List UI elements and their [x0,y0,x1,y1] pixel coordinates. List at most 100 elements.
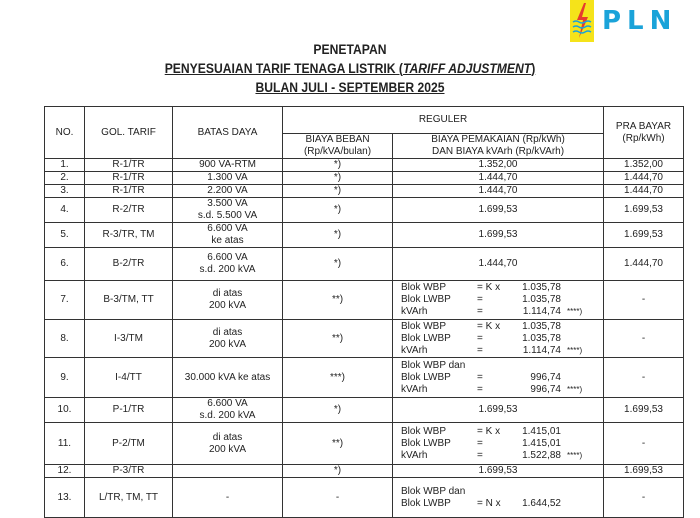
blok-line: kVArh = 1.114,74 ****) [401,306,603,318]
row-number: 1. [44,158,85,172]
batas-line: 200 kVA [208,443,247,455]
blok-line: Blok WBP = K x 1.035,78 [401,282,603,294]
blok-line: Blok WBP = K x 1.035,78 [401,321,603,333]
gol-tarif: R-2/TR [84,197,173,223]
blok-line: Blok LWBP = N x 1.644,52 [401,498,603,510]
biaya-pemakaian: Blok WBP = K x 1.035,78 Blok LWBP = 1.035,78 k… [391,319,605,358]
header-biaya-pemakaian: BIAYA PEMAKAIAN (Rp/kWh) DAN BIAYA kVArh … [391,133,605,159]
blok-label: Blok WBP [401,425,447,437]
row-number: 13. [44,477,85,518]
blok-line: kVArh = 1.114,74 ****) [401,345,603,357]
batas-line: di atas [212,431,243,443]
table-row: 3. R-1/TR 2.200 VA *) 1.444,70 1.444,70 [44,184,685,198]
blok-label: Blok WBP [401,282,447,293]
table-row: 8. I-3/TM di atas 200 kVA **) Blok WBP = K x 1.… [44,319,685,358]
blok-value: 1.035,78 [522,320,561,332]
batas-line: 6.600 VA [207,398,248,410]
blok-operator: = [477,437,483,449]
gol-tarif: R-1/TR [84,184,173,198]
blok-operator: = [477,332,483,344]
row-number: 8. [44,319,85,358]
batas-daya: - [172,477,283,518]
header-batas-daya: BATAS DAYA [172,106,283,159]
table-row: 1. R-1/TR 900 VA-RTM *) 1.352,00 1.352,00 [44,158,685,172]
pra-bayar: 1.444,70 [603,184,685,198]
blok-note: ****) [567,307,583,316]
pra-bayar: 1.352,00 [603,158,685,172]
table-row: 12. P-3/TR *) 1.699,53 1.699,53 [44,464,685,478]
biaya-beban: **) [282,280,393,320]
pra-bayar: - [603,280,685,320]
blok-value: 1.644,52 [522,497,561,509]
row-number: 4. [44,197,85,223]
pra-bayar: - [603,319,685,358]
biaya-pemakaian: 1.352,00 [391,158,605,172]
blok-note: ****) [567,450,583,460]
batas-daya: di atas 200 kVA [172,319,283,358]
row-number: 2. [44,171,85,185]
batas-daya: 6.600 VA ke atas [172,222,283,248]
tariff-table: NO. GOL. TARIF BATAS DAYA REGULER PRA BA… [44,106,685,518]
logo-text: PLN [602,6,678,36]
pra-bayar: - [603,422,685,465]
blok-operator: = [477,344,483,356]
biaya-beban: *) [282,197,393,223]
blok-operator: = [477,371,483,383]
blok-value: 1.114,74 [522,344,561,356]
table-row: 13. L/TR, TM, TT - - Blok WBP dan Blok LWBP = … [44,477,685,518]
blok-value: 1.035,78 [522,332,561,344]
batas-daya: 6.600 VA s.d. 200 kVA [172,247,283,281]
biaya-pemakaian: 1.699,53 [391,397,605,423]
blok-operator: = [477,294,483,305]
biaya-pemakaian: 1.699,53 [391,197,605,223]
table-row: 6. B-2/TR 6.600 VA s.d. 200 kVA *) 1.444,70 1.… [44,247,685,281]
biaya-pemakaian: 1.444,70 [391,171,605,185]
header-reguler: REGULER [281,106,605,134]
batas-line: 1.300 VA [207,172,248,184]
pra-bayar: 1.699,53 [603,464,685,478]
batas-daya [172,464,283,478]
blok-operator: = [477,449,483,461]
batas-line: di atas [212,288,243,299]
batas-daya: 2.200 VA [172,184,283,198]
batas-daya: di atas 200 kVA [172,280,283,320]
biaya-beban: **) [282,319,393,358]
table-row: 9. I-4/TT 30.000 kVA ke atas ***) Blok WBP d… [44,357,685,398]
blok-label: Blok WBP [401,320,447,332]
pra-bayar: 1.699,53 [603,197,685,223]
gol-tarif: P-3/TR [84,464,173,478]
blok-operator: = [477,306,483,317]
row-number: 12. [44,464,85,478]
batas-line: di atas [212,326,243,338]
blok-operator [477,360,505,372]
batas-line: s.d. 200 kVA [199,264,256,275]
pra-bayar: 1.699,53 [603,222,685,248]
blok-line: Blok WBP = K x 1.415,01 [401,426,603,438]
batas-daya: 6.600 VA s.d. 200 kVA [172,397,283,423]
blok-line: Blok LWBP = 1.035,78 [401,333,603,345]
blok-value [505,486,561,498]
batas-line: 200 kVA [208,338,247,350]
gol-tarif: R-1/TR [84,158,173,172]
batas-line: 6.600 VA [207,252,248,263]
blok-label: Blok LWBP [401,371,451,383]
biaya-pemakaian: Blok WBP dan Blok LWBP = 996,74 kVArh = 996,74… [391,357,605,398]
header-gol-tarif: GOL. TARIF [84,106,173,159]
batas-line: ke atas [211,235,244,246]
row-number: 7. [44,280,85,320]
blok-line: Blok LWBP = 996,74 [401,372,603,384]
gol-tarif: P-1/TR [84,397,173,423]
blok-operator: = K x [477,282,501,293]
biaya-pemakaian: 1.699,53 [391,222,605,248]
blok-label: kVArh [401,383,428,395]
row-number: 3. [44,184,85,198]
batas-line: 6.600 VA [207,223,248,235]
title-line-2: PENYESUAIAN TARIF TENAGA LISTRIK (TARIFF… [164,61,536,76]
row-number: 6. [44,247,85,281]
blok-label: Blok LWBP [401,332,451,344]
batas-line: 200 kVA [208,300,247,311]
pln-bolt-icon [570,0,594,42]
document-title: PENETAPAN PENYESUAIAN TARIF TENAGA LISTR… [35,40,665,97]
row-number: 5. [44,222,85,248]
